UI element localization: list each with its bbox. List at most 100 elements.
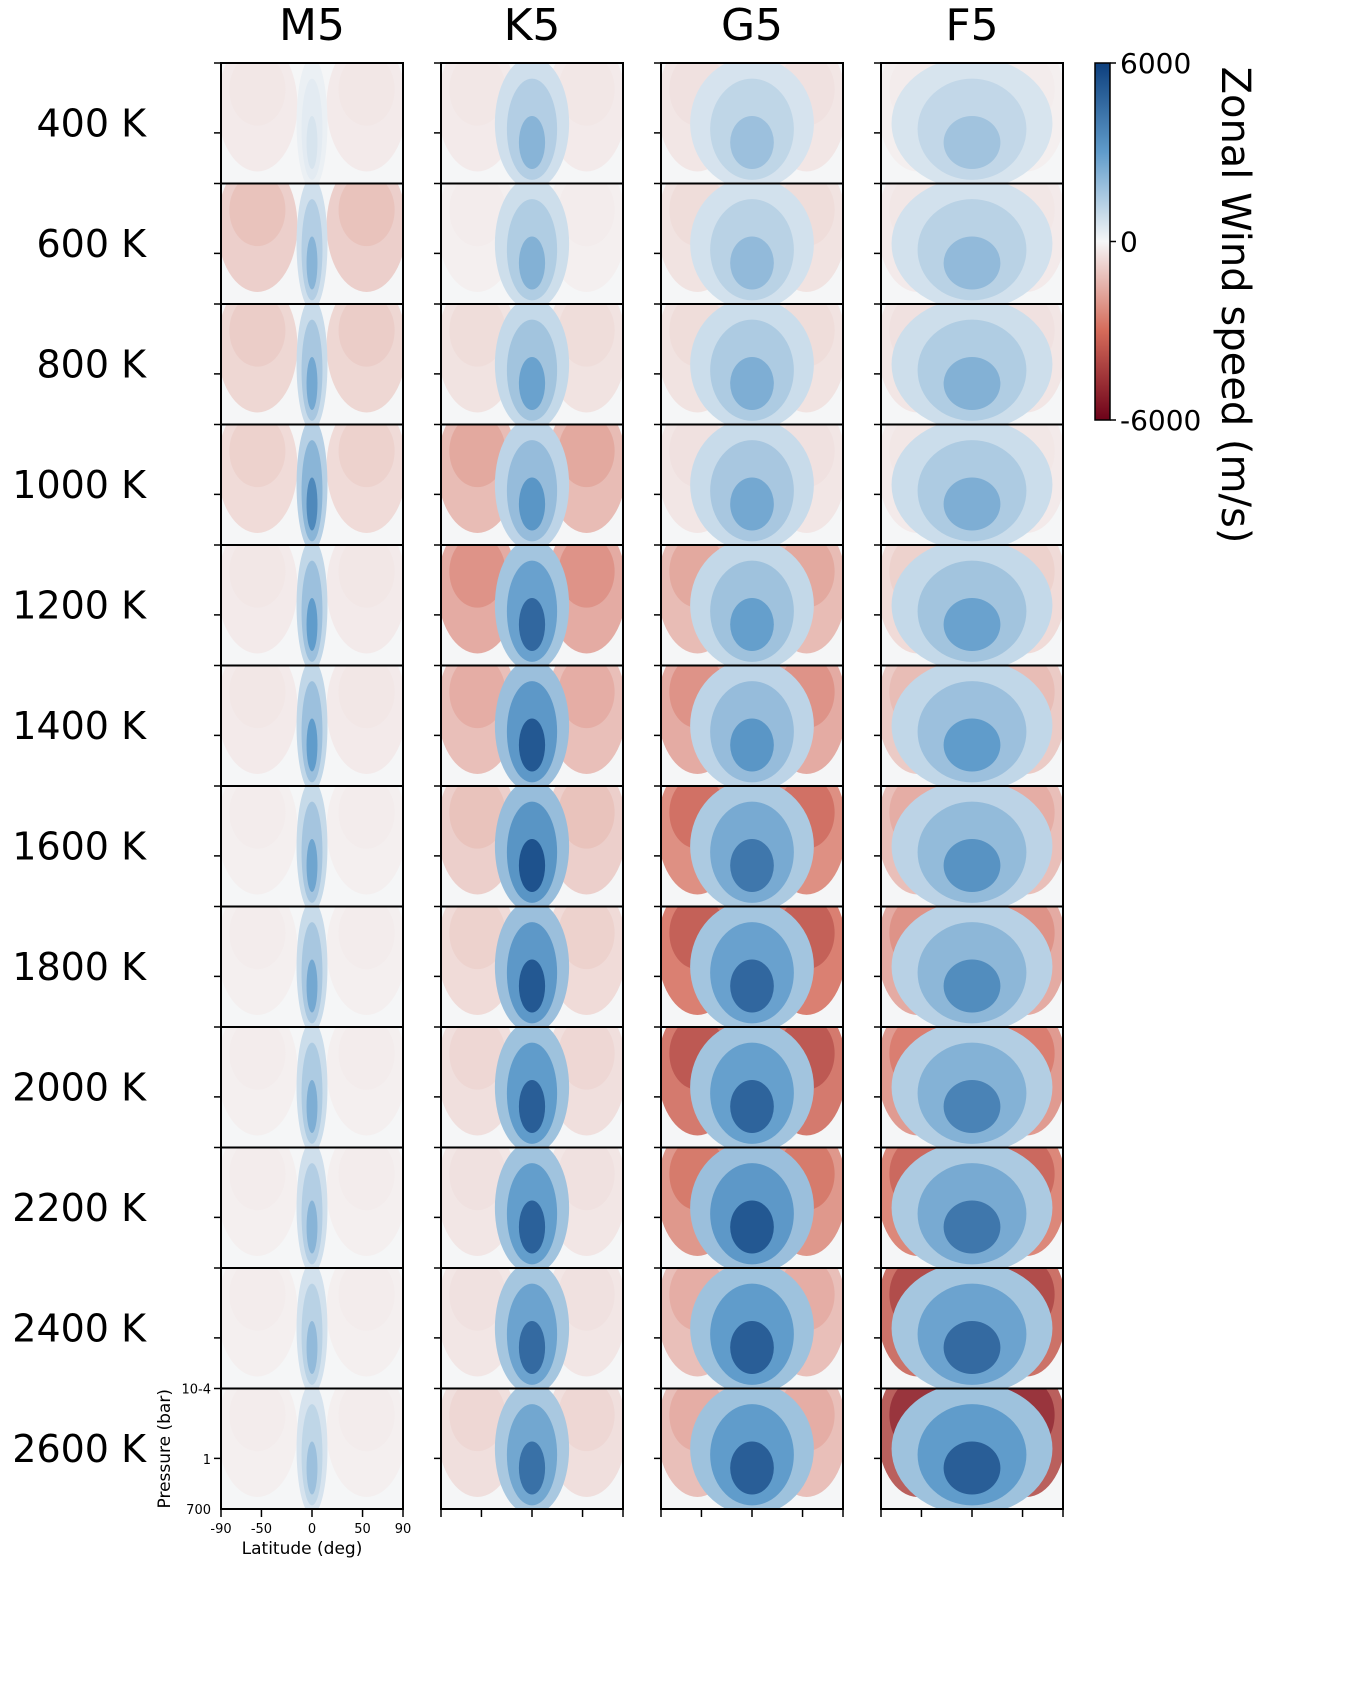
panel-M5-0 — [214, 62, 404, 185]
counter-jet-core — [449, 545, 506, 608]
counter-jet-core — [229, 63, 286, 126]
counter-jet-core — [338, 665, 395, 729]
panel-F5-7 — [874, 905, 1064, 1028]
counter-jet-core — [338, 1268, 395, 1331]
counter-jet-core — [229, 786, 286, 849]
row-label: 1400 K — [12, 704, 147, 748]
y-tick-label: 10-4 — [181, 1383, 211, 1398]
jet-core — [943, 1441, 1001, 1495]
counter-jet-core — [229, 424, 286, 488]
panel-M5-5 — [214, 664, 404, 787]
panel-K5-6 — [434, 785, 624, 908]
counter-jet-core — [338, 1388, 395, 1452]
counter-jet-core — [338, 786, 395, 849]
panel-F5-4 — [874, 544, 1064, 667]
counter-jet-core — [558, 1388, 615, 1452]
counter-jet-core — [229, 1027, 286, 1090]
panel-M5-4 — [214, 544, 404, 667]
counter-jet-core — [338, 906, 395, 970]
jet-core — [518, 1321, 546, 1375]
panel-G5-3 — [654, 423, 844, 546]
jet-core — [943, 598, 1001, 652]
counter-jet-core — [449, 183, 506, 247]
counter-jet-core — [449, 1388, 506, 1452]
jet-core — [943, 959, 1001, 1013]
column-labels: M5 K5 G5 F5 — [279, 0, 999, 51]
jet-core — [730, 116, 774, 170]
jet-core — [306, 116, 318, 170]
colorbar-gradient — [1094, 62, 1111, 421]
panel-F5-8 — [874, 1026, 1064, 1149]
panel-K5-0 — [434, 62, 624, 185]
counter-jet-core — [338, 424, 395, 488]
panel-K5-9 — [434, 1146, 624, 1269]
panel-G5-5 — [654, 664, 844, 787]
panel-M5-6 — [214, 785, 404, 908]
jet-core — [518, 1200, 546, 1254]
jet-core — [518, 357, 546, 411]
counter-jet-core — [338, 304, 395, 367]
row-label: 2600 K — [12, 1427, 147, 1471]
jet-core — [306, 477, 318, 531]
counter-jet-core — [558, 906, 615, 970]
jet-core — [943, 477, 1001, 531]
jet-core — [518, 236, 546, 290]
x-tick-label: -50 — [251, 1522, 272, 1537]
jet-core — [518, 1441, 546, 1495]
panel-K5-3 — [434, 423, 624, 546]
counter-jet-core — [449, 665, 506, 729]
colorbar-tick-label: 6000 — [1120, 47, 1191, 80]
colorbar: 6000 0 -6000 Zonal Wind speed (m/s) — [1094, 47, 1258, 543]
panel-K5-2 — [434, 303, 624, 426]
row-label: 1200 K — [12, 583, 147, 627]
x-tick-label: 90 — [395, 1522, 412, 1537]
jet-core — [518, 839, 546, 893]
panel-G5-8 — [654, 1026, 844, 1149]
column-label: K5 — [504, 0, 561, 51]
jet-core — [730, 959, 774, 1013]
panel-F5-2 — [874, 303, 1064, 426]
jet-core — [306, 1200, 318, 1254]
jet-core — [943, 718, 1001, 772]
counter-jet-core — [449, 1268, 506, 1331]
jet-core — [730, 1321, 774, 1375]
jet-core — [306, 236, 318, 290]
column-label: F5 — [945, 0, 998, 51]
jet-core — [730, 357, 774, 411]
x-tick-label: 50 — [354, 1522, 371, 1537]
panel-K5-7 — [434, 905, 624, 1028]
panel-G5-9 — [654, 1146, 844, 1269]
panel-G5-11 — [654, 1387, 844, 1510]
panel-M5-9 — [214, 1146, 404, 1269]
y-tick-label: 1 — [203, 1453, 211, 1468]
panel-G5-7 — [654, 905, 844, 1028]
row-label: 800 K — [36, 342, 147, 386]
panel-K5-11 — [434, 1387, 624, 1510]
counter-jet-core — [558, 1027, 615, 1090]
panel-M5-10 — [214, 1267, 404, 1390]
column-label: M5 — [279, 0, 345, 51]
counter-jet-core — [558, 1268, 615, 1331]
row-label: 2000 K — [12, 1065, 147, 1109]
counter-jet-core — [558, 665, 615, 729]
row-label: 2200 K — [12, 1186, 147, 1230]
row-label: 400 K — [36, 101, 147, 145]
counter-jet-core — [558, 183, 615, 247]
jet-core — [518, 477, 546, 531]
counter-jet-core — [229, 906, 286, 970]
jet-core — [306, 357, 318, 411]
counter-jet-core — [449, 1147, 506, 1211]
jet-core — [518, 1080, 546, 1134]
counter-jet-core — [229, 1147, 286, 1211]
panel-K5-8 — [434, 1026, 624, 1149]
jet-core — [306, 598, 318, 652]
counter-jet-core — [229, 1388, 286, 1452]
row-label: 1800 K — [12, 945, 147, 989]
panel-G5-10 — [654, 1267, 844, 1390]
x-tick-label: -90 — [210, 1522, 231, 1537]
column-label: G5 — [721, 0, 783, 51]
jet-core — [306, 839, 318, 893]
counter-jet-core — [558, 63, 615, 126]
counter-jet-core — [558, 545, 615, 608]
